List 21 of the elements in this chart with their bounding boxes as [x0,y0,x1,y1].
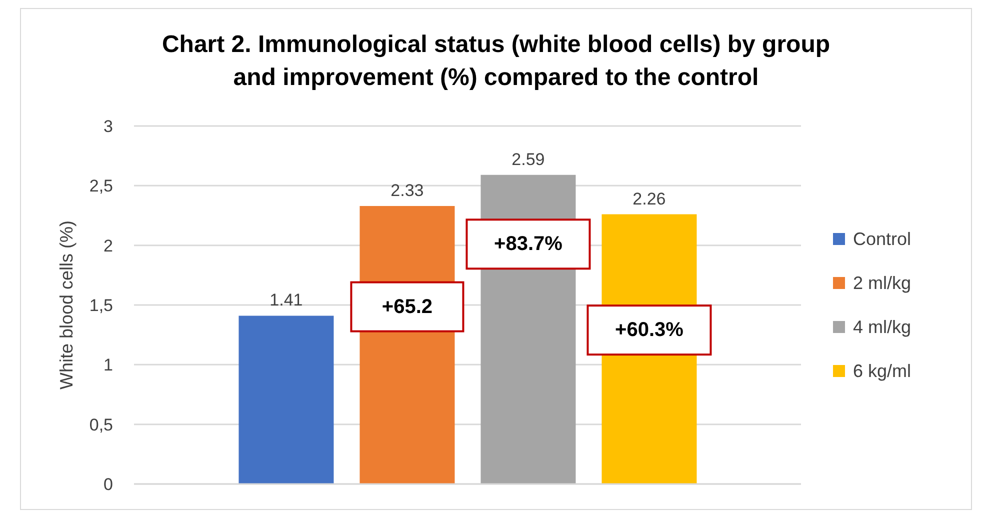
legend-label: Control [853,228,912,250]
legend-label: 4 ml/kg [853,316,912,338]
y-tick-label: 0 [104,475,113,494]
annotation: +60.3% [615,319,684,342]
data-label: 2.59 [512,150,545,169]
data-label: 1.41 [270,290,303,310]
y-tick-label: 1,5 [89,296,113,316]
legend-label: 2 ml/kg [853,272,912,294]
y-axis-title: White blood cells (%) [56,220,76,390]
y-tick-label: 2 [104,236,113,256]
annotation: +65.2 [382,296,433,318]
legend-label: 6 kg/ml [853,360,912,382]
annotation: +83.7% [494,233,563,256]
chart-title: Chart 2. Immunological status (white blood cells) by group and improvement (%) compared to the control [160,30,832,93]
y-tick-label: 3 [104,117,113,136]
y-tick-label: 2,5 [89,176,113,196]
y-tick-label: 1 [104,356,113,375]
data-label: 2.26 [632,189,666,208]
bar [238,316,334,484]
y-tick-label: 0,5 [89,415,113,434]
data-label: 2.33 [390,180,424,200]
